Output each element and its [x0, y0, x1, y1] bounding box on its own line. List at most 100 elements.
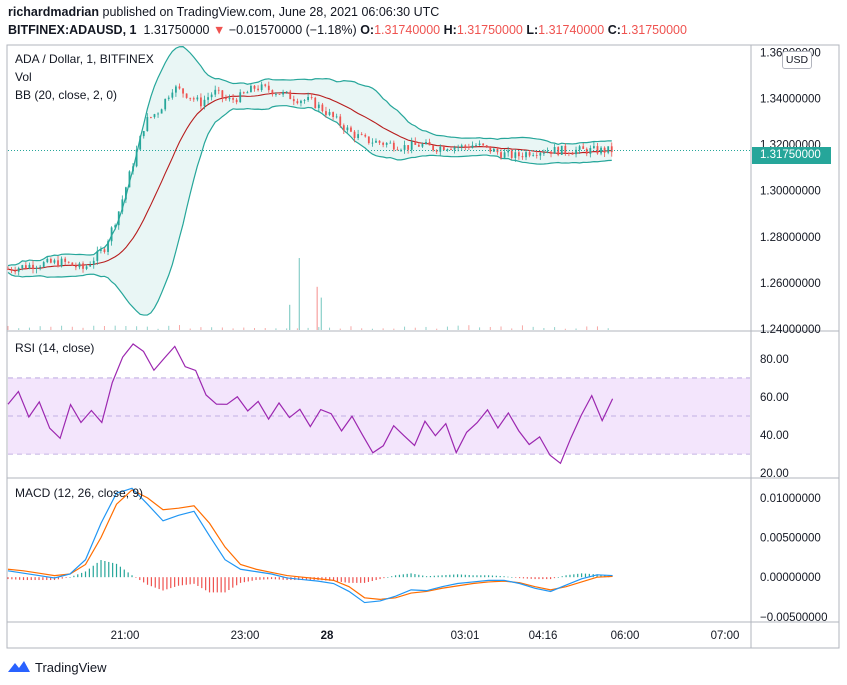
- volume-bar: [414, 327, 416, 330]
- candle-body: [475, 144, 477, 146]
- candle-body: [607, 146, 610, 153]
- candle-body: [564, 145, 567, 153]
- candle-body: [517, 152, 520, 157]
- macd-line: [7, 487, 613, 604]
- candle-body: [332, 112, 335, 117]
- volume-bar: [275, 328, 277, 330]
- bollinger-basis-line: [7, 92, 612, 272]
- macd-histogram-bar: [383, 577, 385, 579]
- time-axis-label: 23:00: [231, 630, 260, 642]
- bollinger-indicator-label[interactable]: BB (20, close, 2, 0): [15, 88, 117, 102]
- candle-body: [460, 145, 463, 148]
- macd-histogram-bar: [449, 574, 451, 578]
- volume-bar: [93, 325, 95, 330]
- macd-histogram-bar: [208, 577, 211, 593]
- macd-histogram-bar: [30, 577, 32, 581]
- candle-body: [275, 94, 277, 95]
- footer-branding[interactable]: TradingView: [8, 657, 107, 677]
- candle-body: [64, 258, 67, 262]
- candle-body: [124, 187, 127, 200]
- macd-histogram-bar: [115, 563, 118, 578]
- candle-body: [10, 269, 13, 271]
- volume-bar: [350, 326, 352, 330]
- volume-bar: [543, 328, 545, 330]
- macd-histogram-bar: [499, 575, 501, 578]
- candle-body: [74, 265, 77, 268]
- macd-histogram-bar: [402, 574, 404, 578]
- macd-histogram-bar: [464, 574, 466, 578]
- candle-body: [403, 145, 406, 150]
- macd-histogram-bar: [19, 577, 21, 580]
- candle-body: [60, 258, 63, 267]
- macd-histogram-bar: [336, 577, 339, 582]
- candle-body: [221, 90, 224, 98]
- candle-body: [414, 141, 417, 145]
- rsi-pane-title[interactable]: RSI (14, close): [15, 341, 94, 355]
- volume-bar: [200, 327, 202, 330]
- candle-body: [21, 265, 24, 269]
- candle-body: [292, 99, 295, 102]
- candle-body: [421, 144, 424, 147]
- macd-histogram-bar: [131, 575, 133, 578]
- macd-histogram-bar: [526, 577, 528, 579]
- currency-button[interactable]: USD: [782, 51, 812, 69]
- candle-body: [439, 146, 442, 152]
- volume-bar: [254, 327, 256, 330]
- volume-bar: [393, 328, 395, 330]
- candle-body: [67, 261, 70, 263]
- rsi-axis-label: 20.00: [760, 468, 789, 480]
- macd-histogram-bar: [391, 576, 393, 578]
- volume-bar: [436, 328, 438, 330]
- volume-bar: [103, 325, 105, 330]
- volume-bar: [575, 328, 577, 330]
- candle-body: [42, 262, 45, 267]
- author-name[interactable]: richardmadrian: [8, 5, 100, 19]
- macd-pane[interactable]: [7, 487, 613, 604]
- candle-body: [296, 101, 299, 104]
- candle-body: [132, 166, 134, 172]
- candle-body: [364, 134, 367, 137]
- macd-histogram-bar: [282, 577, 284, 580]
- candle-body: [525, 152, 527, 158]
- candle-body: [539, 153, 542, 156]
- volume-bar: [521, 325, 523, 330]
- macd-histogram-bar: [549, 577, 552, 580]
- macd-histogram-bar: [456, 574, 459, 578]
- low-value: 1.31740000: [538, 23, 605, 37]
- macd-histogram-bar: [569, 574, 571, 578]
- macd-histogram-bar: [356, 577, 358, 583]
- macd-histogram-bar: [274, 577, 277, 580]
- candle-body: [600, 147, 602, 154]
- candle-body: [567, 152, 570, 154]
- candle-body: [317, 104, 320, 109]
- macd-histogram-bar: [487, 575, 490, 578]
- macd-histogram-bar: [174, 577, 176, 587]
- tradingview-logo-icon: [8, 661, 30, 672]
- candle-body: [92, 260, 95, 265]
- macd-histogram-bar: [329, 577, 331, 581]
- macd-histogram-bar: [15, 577, 17, 580]
- volume-bar: [125, 326, 127, 330]
- macd-pane-title[interactable]: MACD (12, 26, close, 9): [15, 486, 143, 500]
- candle-body: [593, 146, 595, 149]
- volume-bar: [18, 328, 20, 330]
- macd-histogram-bar: [212, 577, 215, 593]
- macd-histogram-bar: [584, 573, 587, 578]
- volume-indicator-label[interactable]: Vol: [15, 70, 32, 84]
- candle-body: [210, 94, 213, 98]
- macd-histogram-bar: [7, 577, 9, 580]
- candle-body: [396, 149, 399, 151]
- candle-body: [400, 149, 402, 151]
- candle-body: [71, 262, 74, 266]
- rsi-pane[interactable]: [7, 343, 750, 465]
- last-price: 1.31750000: [143, 23, 210, 37]
- publish-text: published on TradingView.com, June 28, 2…: [99, 5, 440, 19]
- price-pane[interactable]: [7, 46, 750, 330]
- macd-histogram-bar: [135, 577, 137, 578]
- macd-histogram-bar: [588, 573, 590, 578]
- macd-histogram-bar: [11, 577, 13, 580]
- macd-histogram-bar: [340, 577, 342, 582]
- macd-histogram-bar: [158, 577, 160, 590]
- candle-body: [214, 89, 217, 95]
